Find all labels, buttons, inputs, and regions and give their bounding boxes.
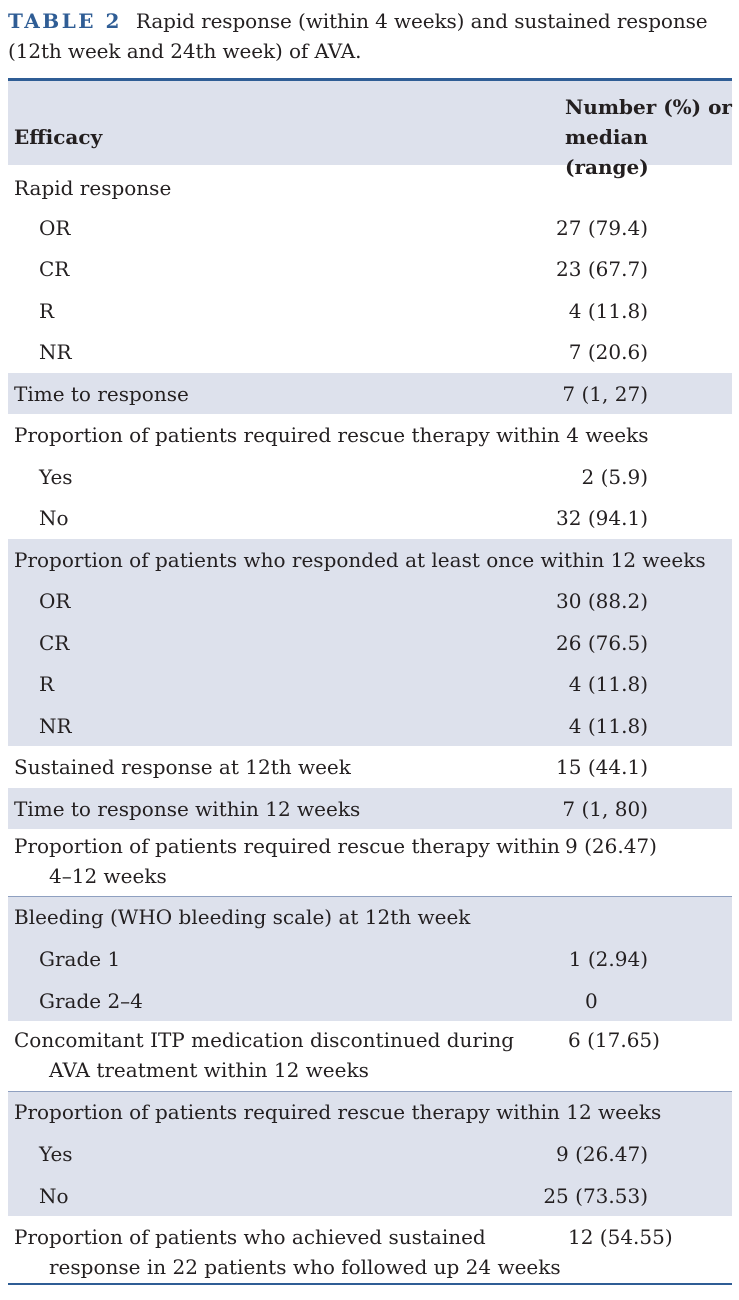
row-label: OR [39,216,71,240]
table-row: R 4 (11.8) [8,663,732,705]
table-row: Proportion of patients who achieved sust… [8,1216,732,1283]
table-row: Proportion of patients who responded at … [8,539,732,580]
row-label: Proportion of patients who achieved sust… [14,1222,561,1282]
row-label: CR [39,257,70,281]
row-label-line2: 4–12 weeks [49,864,167,888]
caption-text: Rapid response (within 4 weeks) and sust… [8,9,708,63]
row-label: Rapid response [14,176,172,200]
row-value: 1 (2.94) [568,947,648,971]
table-row: Time to response within 12 weeks 7 (1, 8… [8,788,732,829]
row-value: 23 (67.7) [556,257,648,281]
row-label: Proportion of patients who responded at … [14,548,706,572]
table-row: Yes 2 (5.9) [8,456,732,497]
table-row: CR 26 (76.5) [8,622,732,663]
row-value: 9 (26.47) [556,1142,648,1166]
table-row: NR 7 (20.6) [8,331,732,373]
row-label-line2: AVA treatment within 12 weeks [49,1058,369,1082]
header-number-line2: median (range) [565,125,649,179]
row-label: Bleeding (WHO bleeding scale) at 12th we… [14,905,471,929]
row-label: Time to response [14,382,189,406]
row-label-line1: Proportion of patients who achieved sust… [14,1225,486,1249]
row-value: 7 (1, 80) [562,797,648,821]
row-value: 2 (5.9) [581,465,649,489]
row-value: 4 (11.8) [568,672,648,696]
table-row: Proportion of patients required rescue t… [8,1091,732,1133]
table-row: Grade 2–4 0 [8,980,732,1021]
row-label: CR [39,631,70,655]
header-efficacy: Efficacy [14,125,103,149]
data-table: Efficacy Number (%) or median (range) Ra… [8,78,732,1285]
row-label: Grade 2–4 [39,989,143,1013]
table-row: Proportion of patients required rescue t… [8,829,732,896]
row-label-line1: Proportion of patients required rescue t… [14,834,560,858]
row-value: 7 (1, 27) [562,382,648,406]
table-row: R 4 (11.8) [8,290,732,331]
row-label-line2: response in 22 patients who followed up … [49,1255,561,1279]
row-label: OR [39,589,71,613]
table-header: Efficacy Number (%) or median (range) [8,78,732,179]
header-number-line1: Number (%) or [565,95,732,119]
row-value: 26 (76.5) [556,631,648,655]
table-row: Yes 9 (26.47) [8,1133,732,1175]
row-label: No [39,506,69,530]
header-number: Number (%) or median (range) [565,92,735,182]
table-row: NR 4 (11.8) [8,705,732,746]
row-value: 0 [585,989,598,1013]
table-row: Proportion of patients required rescue t… [8,414,732,456]
row-label: Proportion of patients required rescue t… [14,831,560,891]
table-row: CR 23 (67.7) [8,248,732,290]
row-label: R [39,299,55,323]
row-value: 4 (11.8) [568,299,648,323]
row-label: R [39,672,55,696]
row-label: Proportion of patients required rescue t… [14,1100,662,1124]
row-value: 4 (11.8) [568,714,648,738]
row-value: 7 (20.6) [568,340,648,364]
row-label: No [39,1184,69,1208]
row-value: 25 (73.53) [543,1184,648,1208]
table-row: OR 30 (88.2) [8,580,732,622]
row-label: Concomitant ITP medication discontinued … [14,1025,514,1085]
row-label: Yes [39,1142,73,1166]
row-value: 27 (79.4) [556,216,648,240]
row-value: 15 (44.1) [556,755,648,779]
table-bottom-rule [8,1283,732,1285]
row-value: 32 (94.1) [556,506,648,530]
table-row: Concomitant ITP medication discontinued … [8,1021,732,1091]
row-value: 12 (54.55) [568,1225,673,1249]
row-label: Proportion of patients required rescue t… [14,423,649,447]
row-label-line1: Concomitant ITP medication discontinued … [14,1028,515,1052]
table-caption: TABLE 2 Rapid response (within 4 weeks) a… [8,6,728,66]
row-label: Sustained response at 12th week [14,755,351,779]
table-row: Sustained response at 12th week 15 (44.1… [8,746,732,788]
table-row: Bleeding (WHO bleeding scale) at 12th we… [8,896,732,938]
row-value: 9 (26.47) [565,834,657,858]
row-value: 6 (17.65) [568,1028,660,1052]
row-label: Grade 1 [39,947,121,971]
table-row: Rapid response [8,165,732,207]
table-row: Grade 1 1 (2.94) [8,938,732,980]
table-row: No 25 (73.53) [8,1175,732,1216]
row-label: Yes [39,465,73,489]
table-row: OR 27 (79.4) [8,207,732,248]
caption-label: TABLE 2 [8,9,122,33]
row-label: Time to response within 12 weeks [14,797,361,821]
row-label: NR [39,340,72,364]
table-row: No 32 (94.1) [8,497,732,539]
row-label: NR [39,714,72,738]
table-row: Time to response 7 (1, 27) [8,373,732,414]
row-value: 30 (88.2) [556,589,648,613]
